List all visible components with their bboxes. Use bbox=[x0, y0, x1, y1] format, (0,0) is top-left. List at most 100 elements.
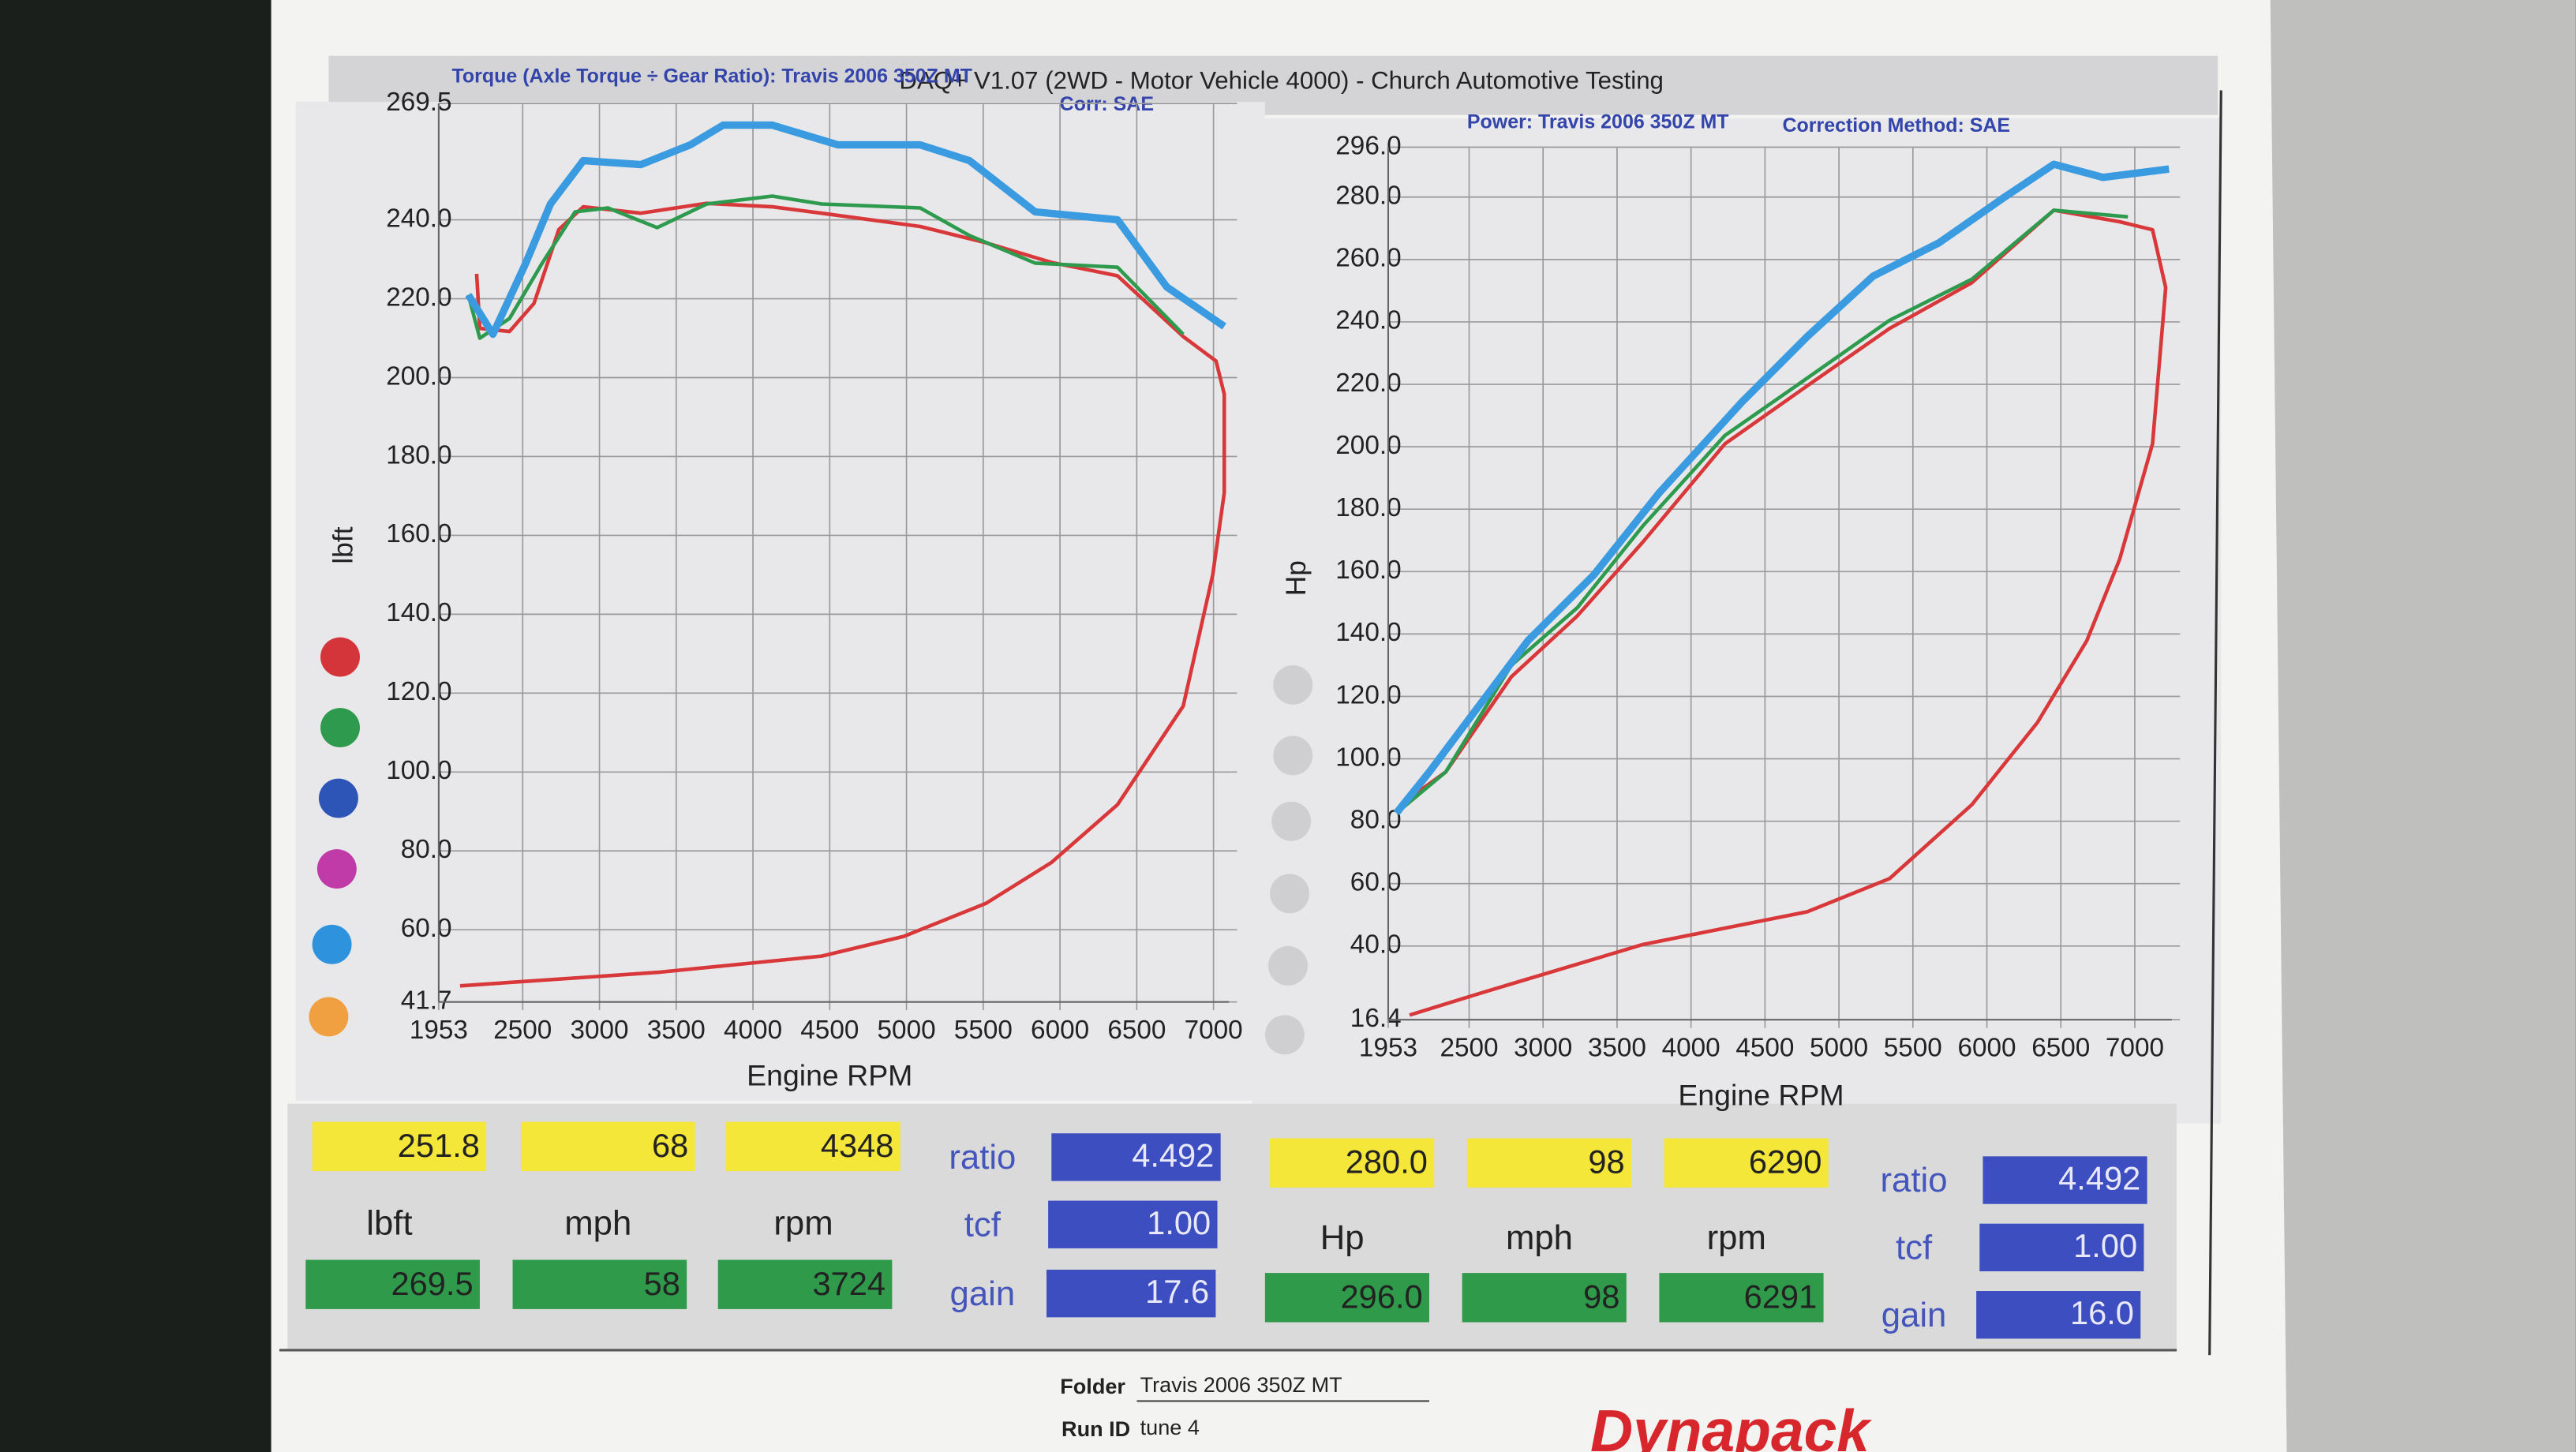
legend-dot bbox=[1271, 801, 1312, 841]
readout-value: 3724 bbox=[812, 1265, 886, 1302]
y-tick-label: 240.0 bbox=[1335, 306, 1401, 335]
folder-label: Folder bbox=[1060, 1375, 1125, 1398]
readout-box bbox=[717, 1259, 893, 1309]
readout-value: 68 bbox=[652, 1127, 688, 1164]
y-tick-label: 120.0 bbox=[386, 677, 451, 706]
y-axis-label: lbft bbox=[328, 526, 359, 563]
x-tick-label: 6500 bbox=[1107, 1016, 1166, 1045]
y-tick-label: 240.0 bbox=[386, 204, 451, 233]
readout-unit: mph bbox=[564, 1203, 631, 1242]
x-tick-label: 4500 bbox=[800, 1016, 859, 1045]
y-tick-label: 280.0 bbox=[1335, 182, 1401, 211]
y-tick-label: 80.0 bbox=[1350, 805, 1402, 834]
series-line bbox=[1395, 208, 2129, 815]
readout-value: 4348 bbox=[821, 1127, 894, 1164]
y-tick-label: 80.0 bbox=[401, 835, 452, 864]
setting-box bbox=[1051, 1133, 1221, 1181]
x-axis-label: Engine RPM bbox=[747, 1058, 912, 1091]
legend-dot bbox=[1264, 1015, 1305, 1055]
title: DAQ+ V1.07 (2WD - Motor Vehicle 4000) - … bbox=[899, 66, 1664, 94]
setting-box bbox=[1046, 1269, 1216, 1318]
setting-label: tcf bbox=[1896, 1229, 1933, 1267]
legend-dot bbox=[318, 778, 358, 818]
readout-unit: Hp bbox=[1320, 1218, 1365, 1257]
readout-value: 269.5 bbox=[391, 1265, 473, 1302]
x-tick-label: 2500 bbox=[1440, 1033, 1498, 1062]
readout-value: 6291 bbox=[1744, 1278, 1818, 1315]
readout-box bbox=[1466, 1138, 1632, 1188]
x-tick-label: 2500 bbox=[493, 1016, 552, 1045]
y-tick-label: 140.0 bbox=[1335, 618, 1401, 647]
y-tick-label: 160.0 bbox=[386, 519, 451, 548]
setting-label: gain bbox=[1881, 1296, 1947, 1334]
readout-unit: rpm bbox=[1707, 1218, 1766, 1257]
y-tick-label: 41.7 bbox=[401, 986, 452, 1015]
folder: Travis 2006 350Z MT bbox=[1140, 1373, 1342, 1397]
readout-value: 280.0 bbox=[1346, 1143, 1428, 1181]
setting-label: tcf bbox=[964, 1205, 1002, 1244]
legend-dots bbox=[309, 637, 1313, 1055]
series-line bbox=[465, 121, 1226, 339]
x-tick-label: 6500 bbox=[2031, 1033, 2090, 1062]
readout-box bbox=[726, 1121, 900, 1172]
y-tick-label: 100.0 bbox=[1335, 743, 1401, 772]
legend-dot bbox=[320, 708, 360, 748]
desk bbox=[2267, 0, 2576, 1452]
y-tick-label: 220.0 bbox=[1335, 369, 1401, 398]
y-tick-label: 260.0 bbox=[1335, 244, 1401, 273]
legend-dot bbox=[1270, 874, 1310, 914]
x-tick-label: 6000 bbox=[1957, 1033, 2016, 1062]
subtitle: Torque (Axle Torque ÷ Gear Ratio): Travi… bbox=[452, 65, 972, 87]
setting-value: 1.00 bbox=[2073, 1227, 2137, 1264]
y-tick-label: 40.0 bbox=[1350, 930, 1402, 960]
readout-value: 98 bbox=[1583, 1278, 1619, 1315]
x-tick-label: 1953 bbox=[1359, 1033, 1417, 1062]
readout-box bbox=[1659, 1273, 1824, 1323]
x-tick-label: 4500 bbox=[1735, 1033, 1794, 1062]
readout-unit: mph bbox=[1506, 1218, 1573, 1257]
x-tick-label: 3000 bbox=[571, 1016, 629, 1045]
legend-dot bbox=[320, 637, 360, 677]
frame-edge bbox=[2208, 90, 2222, 1356]
readout-value: 6290 bbox=[1749, 1143, 1822, 1181]
legend-dot bbox=[309, 997, 349, 1037]
legend-dot bbox=[312, 924, 352, 964]
y-tick-label: 120.0 bbox=[1335, 680, 1401, 709]
setting-value: 16.0 bbox=[2070, 1294, 2134, 1331]
x-tick-label: 4000 bbox=[724, 1016, 782, 1045]
x-tick-label: 6000 bbox=[1031, 1016, 1089, 1045]
legend-dot bbox=[1273, 735, 1313, 776]
y-tick-label: 200.0 bbox=[386, 361, 451, 391]
y-axis-label: Hp bbox=[1281, 560, 1312, 596]
x-tick-label: 1953 bbox=[410, 1016, 468, 1045]
readout-box bbox=[520, 1121, 695, 1172]
x-tick-label: 3000 bbox=[1514, 1033, 1572, 1062]
readout-box bbox=[1462, 1273, 1627, 1323]
series-line bbox=[1393, 160, 2170, 816]
x-tick-label: 3500 bbox=[647, 1016, 706, 1045]
y-tick-label: 160.0 bbox=[1335, 556, 1401, 585]
run-id: tune 4 bbox=[1140, 1416, 1200, 1439]
y-tick-label: 180.0 bbox=[386, 440, 451, 470]
x-tick-label: 5000 bbox=[878, 1016, 936, 1045]
legend-dot bbox=[1273, 664, 1313, 705]
run-label: Run ID bbox=[1061, 1417, 1130, 1441]
setting-box bbox=[1979, 1223, 2144, 1272]
series-line bbox=[466, 194, 1185, 340]
readout-box bbox=[312, 1121, 487, 1172]
readout-box bbox=[1270, 1138, 1435, 1188]
x-tick-label: 7000 bbox=[2106, 1033, 2164, 1062]
readout-value: 58 bbox=[644, 1265, 680, 1302]
readout-unit: lbft bbox=[366, 1203, 412, 1242]
y-tick-label: 16.4 bbox=[1350, 1004, 1402, 1033]
setting-box bbox=[1976, 1291, 2141, 1339]
readout-box bbox=[1264, 1273, 1430, 1323]
x-tick-label: 5500 bbox=[954, 1016, 1013, 1045]
setting-label: ratio bbox=[949, 1138, 1016, 1177]
y-tick-label: 60.0 bbox=[1350, 868, 1402, 897]
y-tick-label: 296.0 bbox=[1335, 131, 1401, 160]
readout-value: 296.0 bbox=[1341, 1278, 1423, 1315]
x-tick-label: 5500 bbox=[1884, 1033, 1942, 1062]
readout-value: 251.8 bbox=[398, 1127, 480, 1164]
y-tick-label: 269.5 bbox=[386, 88, 451, 117]
